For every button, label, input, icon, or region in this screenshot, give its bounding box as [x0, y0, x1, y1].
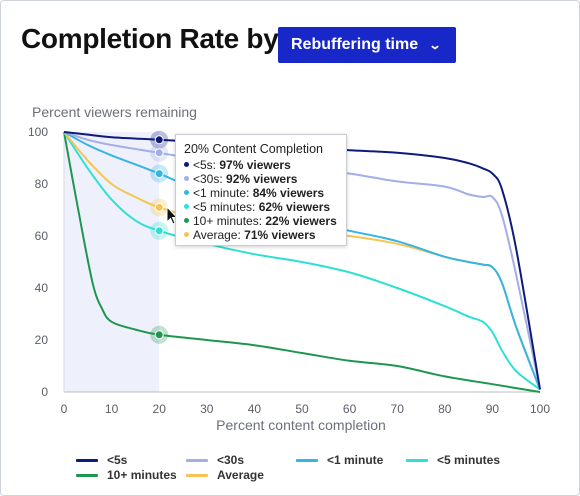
tooltip-dot — [184, 162, 189, 167]
page-title: Completion Rate by — [21, 23, 279, 54]
legend-item-m1[interactable]: <1 minute — [296, 453, 383, 467]
y-tick-label: 80 — [35, 177, 49, 191]
tooltip-dot — [184, 232, 189, 237]
tooltip-row: <5s: 97% viewers — [184, 158, 346, 172]
y-tick-label: 100 — [28, 125, 48, 139]
y-axis-label: Percent viewers remaining — [32, 104, 197, 120]
y-tick-label: 0 — [41, 385, 48, 399]
legend-item-avg[interactable]: Average — [186, 468, 264, 482]
hover-marker-m10 — [154, 330, 164, 340]
series-line-m5 — [63, 131, 541, 391]
rebuffering-dropdown[interactable]: Rebuffering time ⌄ — [278, 27, 456, 63]
x-tick-label: 60 — [343, 402, 357, 416]
x-tick-label: 30 — [200, 402, 214, 416]
tooltip-dot — [184, 218, 189, 223]
hover-marker-avg — [154, 202, 164, 212]
x-tick-label: 50 — [295, 402, 309, 416]
y-tick-label: 60 — [35, 229, 49, 243]
hover-marker-m5 — [154, 226, 164, 236]
x-tick-label: 100 — [530, 402, 550, 416]
x-tick-label: 90 — [486, 402, 500, 416]
legend-label: Average — [217, 468, 264, 482]
tooltip-series-value: 71% viewers — [244, 228, 316, 242]
y-tick-label: 40 — [35, 281, 49, 295]
tooltip-dot — [184, 204, 189, 209]
tooltip-series-label: Average: — [193, 228, 245, 242]
legend-swatch — [186, 473, 208, 477]
legend-label: <5s — [107, 453, 128, 467]
x-axis-label: Percent content completion — [216, 417, 386, 433]
tooltip-series-label: <1 minute: — [193, 186, 253, 200]
tooltip: 20% Content Completion <5s: 97% viewers <… — [175, 134, 347, 246]
legend-item-m10[interactable]: 10+ minutes — [76, 468, 177, 482]
chevron-down-icon: ⌄ — [428, 38, 442, 52]
tooltip-row: <30s: 92% viewers — [184, 172, 346, 186]
tooltip-series-label: <30s: — [193, 172, 227, 186]
x-tick-label: 0 — [61, 402, 68, 416]
tooltip-series-value: 84% viewers — [252, 186, 325, 200]
legend-swatch — [186, 458, 208, 462]
legend-label: <1 minute — [327, 453, 384, 467]
x-tick-label: 40 — [248, 402, 262, 416]
legend-label: <5 minutes — [437, 453, 501, 467]
tooltip-series-value: 22% viewers — [265, 214, 337, 228]
hover-marker-s30 — [154, 148, 164, 158]
legend-item-s5[interactable]: <5s — [76, 453, 127, 467]
y-ticks: 0 20 40 60 80 100 — [28, 125, 48, 399]
series-line-s30 — [63, 131, 541, 390]
dropdown-label: Rebuffering time — [291, 36, 419, 53]
x-tick-label: 80 — [438, 402, 452, 416]
tooltip-series-value: 62% viewers — [258, 200, 331, 214]
hover-marker-s5 — [154, 135, 164, 145]
series-line-m1 — [63, 131, 541, 390]
legend-item-s30[interactable]: <30s — [186, 453, 244, 467]
series-line-s5 — [63, 131, 541, 390]
tooltip-row: 10+ minutes: 22% viewers — [184, 214, 346, 228]
tooltip-row: Average: 71% viewers — [184, 228, 346, 242]
tooltip-series-label: 10+ minutes: — [193, 214, 266, 228]
tooltip-title: 20% Content Completion — [184, 142, 323, 156]
line-chart: 0 10 20 30 40 50 60 70 80 90 100 0 20 40 60 80 100 Perc… — [28, 125, 551, 433]
legend-label: <30s — [217, 453, 245, 467]
hover-markers — [150, 130, 169, 344]
tooltip-dot — [184, 176, 189, 181]
series-line-m10 — [63, 131, 541, 393]
tooltip-series-label: <5 minutes: — [193, 200, 259, 214]
legend-swatch — [76, 458, 98, 462]
tooltip-dot — [184, 190, 189, 195]
x-tick-label: 10 — [105, 402, 119, 416]
highlight-band — [64, 132, 160, 392]
tooltip-row: <5 minutes: 62% viewers — [184, 200, 346, 214]
hover-marker-m1 — [154, 169, 164, 179]
series-lines — [63, 131, 541, 393]
legend-swatch — [76, 473, 98, 477]
x-tick-label: 20 — [153, 402, 167, 416]
tooltip-series-value: 92% viewers — [226, 172, 298, 186]
legend-swatch — [406, 458, 428, 462]
tooltip-row: <1 minute: 84% viewers — [184, 186, 346, 200]
y-tick-label: 20 — [35, 333, 49, 347]
legend-label: 10+ minutes — [107, 468, 177, 482]
tooltip-series-value: 97% viewers — [219, 158, 291, 172]
tooltip-series-label: <5s: — [193, 158, 220, 172]
x-tick-label: 70 — [391, 402, 405, 416]
grid-lines — [63, 132, 540, 393]
legend-item-m5[interactable]: <5 minutes — [406, 453, 500, 467]
x-ticks: 0 10 20 30 40 50 60 70 80 90 100 — [61, 402, 551, 416]
legend-swatch — [296, 458, 318, 462]
